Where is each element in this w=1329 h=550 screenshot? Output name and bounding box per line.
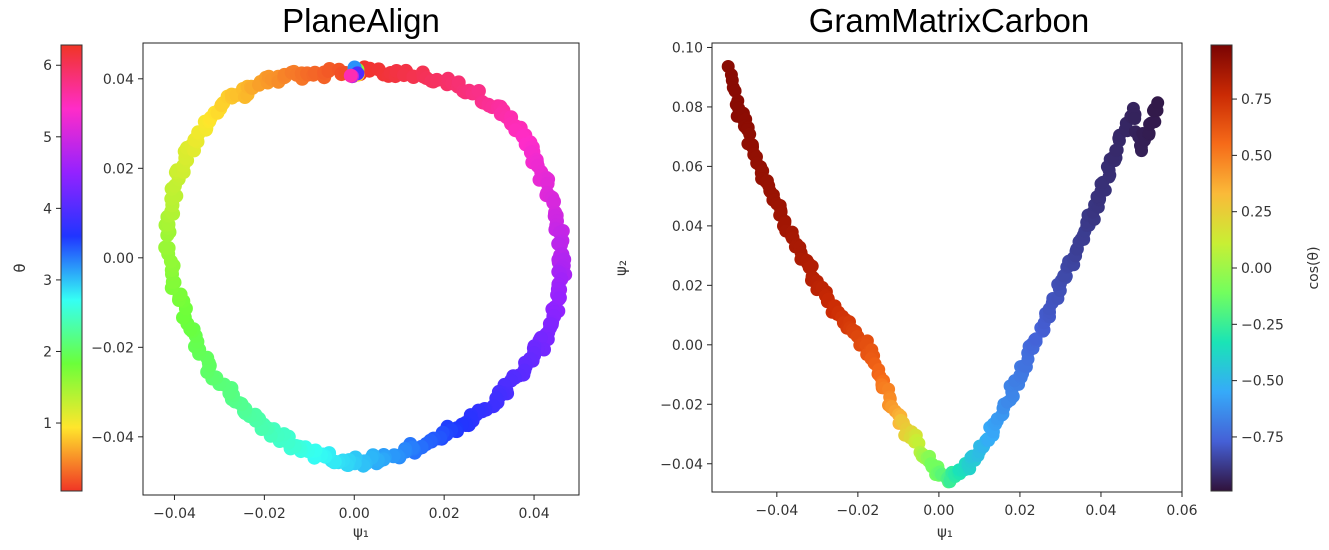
y-tick-label: −0.04 bbox=[91, 430, 134, 446]
colorbar-tick-label: 0.75 bbox=[1241, 92, 1272, 108]
planealign-title: PlaneAlign bbox=[282, 2, 440, 39]
grammatrixcarbon-points bbox=[721, 60, 1165, 489]
colorbar-tick-label: 0.50 bbox=[1241, 148, 1272, 164]
y-tick-label: 0.08 bbox=[672, 100, 703, 116]
y-tick-label: 0.04 bbox=[103, 72, 134, 88]
y-tick-label: −0.02 bbox=[91, 340, 134, 356]
planealign-points bbox=[158, 60, 573, 473]
colorbar-tick-label: 2 bbox=[43, 344, 52, 360]
data-point bbox=[1148, 115, 1162, 129]
data-point bbox=[743, 127, 757, 141]
planealign-ticks: −0.04 −0.02 0.00 0.02 0.04 −0.04 −0.02 0.00 0.02… bbox=[91, 72, 550, 522]
grammatrixcarbon-title: GramMatrixCarbon bbox=[809, 2, 1090, 39]
colorbar-tick-label: −0.75 bbox=[1241, 430, 1284, 446]
x-tick-label: 0.02 bbox=[1004, 503, 1035, 519]
grammatrixcarbon-xlabel: ψ₁ bbox=[937, 523, 953, 541]
colorbar-tick-label: 0.25 bbox=[1241, 205, 1272, 221]
x-tick-label: 0.04 bbox=[1085, 503, 1116, 519]
cos-theta-colorbar-ticks: −0.75 −0.50 −0.25 0.00 0.25 0.50 0.75 bbox=[1232, 92, 1284, 446]
x-tick-label: 0.06 bbox=[1166, 503, 1197, 519]
x-tick-label: −0.04 bbox=[153, 506, 196, 522]
x-tick-label: −0.02 bbox=[836, 503, 879, 519]
theta-colorbar-ticks: 1 2 3 4 5 6 bbox=[43, 58, 61, 432]
data-point bbox=[805, 259, 819, 273]
colorbar-tick-label: −0.25 bbox=[1241, 317, 1284, 333]
y-tick-label: 0.10 bbox=[672, 40, 703, 56]
planealign-xlabel: ψ₁ bbox=[353, 523, 369, 541]
data-point bbox=[1128, 112, 1142, 125]
colorbar-tick-label: 4 bbox=[43, 201, 52, 217]
grammatrixcarbon-axes-frame bbox=[711, 42, 1183, 493]
colorbar-tick-label: 0.00 bbox=[1241, 261, 1272, 277]
colorbar-tick-label: 1 bbox=[43, 416, 52, 432]
y-tick-label: 0.02 bbox=[103, 161, 134, 177]
y-tick-label: −0.02 bbox=[660, 397, 703, 413]
data-point bbox=[728, 84, 742, 98]
colorbar-tick-label: 3 bbox=[43, 273, 52, 289]
grammatrixcarbon-ticks: −0.04 −0.02 0.00 0.02 0.04 0.06 −0.04 −0.02 0.00… bbox=[660, 40, 1198, 519]
x-tick-label: −0.02 bbox=[243, 506, 286, 522]
y-tick-label: 0.06 bbox=[672, 159, 703, 175]
data-point bbox=[158, 240, 173, 255]
data-point bbox=[551, 236, 566, 251]
data-point bbox=[471, 84, 486, 98]
theta-colorbar bbox=[60, 44, 83, 492]
grammatrixcarbon-chart: GramMatrixCarbon −0.04 −0.02 0.00 0.02 0.04 0… bbox=[612, 2, 1322, 541]
y-tick-label: 0.04 bbox=[672, 219, 703, 235]
y-tick-label: 0.00 bbox=[103, 251, 134, 267]
colorbar-tick-label: 5 bbox=[43, 130, 52, 146]
x-tick-label: 0.02 bbox=[429, 506, 460, 522]
y-tick-label: −0.04 bbox=[660, 457, 703, 473]
x-tick-label: 0.00 bbox=[339, 506, 370, 522]
colorbar-tick-label: 6 bbox=[43, 58, 52, 74]
cos-theta-colorbar-label: cos(θ) bbox=[1306, 246, 1322, 289]
planealign-chart: PlaneAlign 1 2 3 4 5 6 θ −0.04 −0.02 0.00 0.02 0.… bbox=[11, 2, 580, 541]
planealign-axes-frame bbox=[142, 42, 580, 496]
x-tick-label: 0.00 bbox=[923, 503, 954, 519]
colorbar-tick-label: −0.50 bbox=[1241, 374, 1284, 390]
theta-colorbar-label: θ bbox=[11, 263, 29, 272]
cos-theta-colorbar bbox=[1210, 44, 1233, 492]
data-point bbox=[1151, 96, 1165, 110]
y-tick-label: 0.02 bbox=[672, 278, 703, 294]
x-tick-label: −0.04 bbox=[755, 503, 798, 519]
data-point bbox=[321, 64, 336, 78]
data-point bbox=[343, 68, 358, 83]
data-point bbox=[547, 194, 561, 209]
grammatrixcarbon-ylabel: ψ₂ bbox=[612, 260, 630, 276]
x-tick-label: 0.04 bbox=[518, 506, 549, 522]
y-tick-label: 0.00 bbox=[672, 338, 703, 354]
